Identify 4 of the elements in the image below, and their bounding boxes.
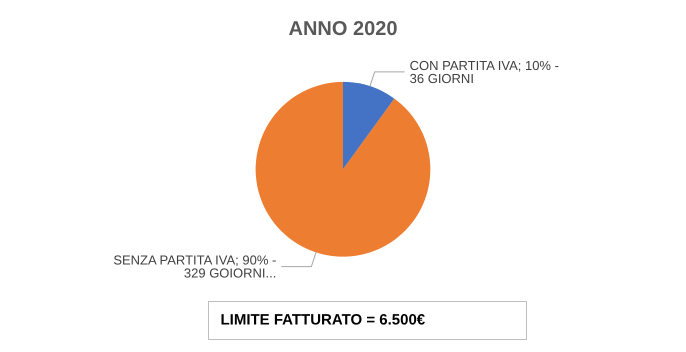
slice-label: CON PARTITA IVA; 10% - 36 GIORNI <box>410 58 563 86</box>
slice-label: SENZA PARTITA IVA; 90% - 329 GOIORNI... <box>113 252 276 281</box>
chart-title: ANNO 2020 <box>288 18 398 40</box>
text: LIMITE FATTURATO = 6.500€ <box>220 312 426 328</box>
